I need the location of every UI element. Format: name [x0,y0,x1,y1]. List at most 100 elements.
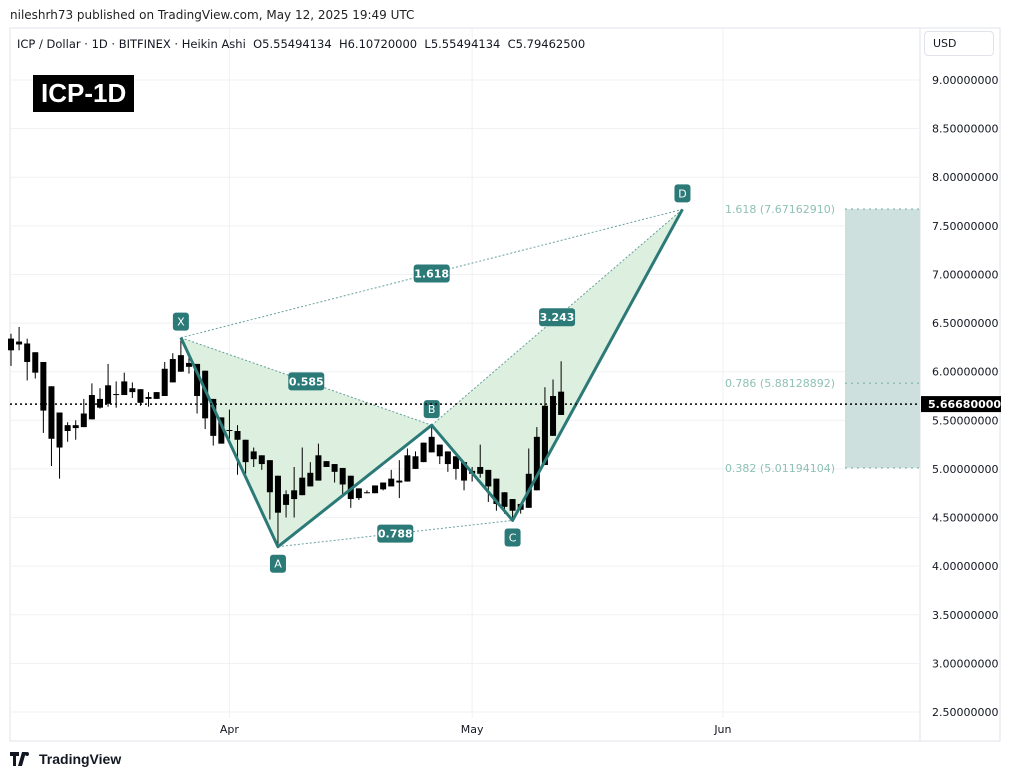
candle-body [493,478,500,504]
candle-body [558,391,565,415]
candle-body [372,485,379,494]
candle-body [485,469,492,487]
tradingview-logo[interactable]: TradingView [10,751,121,767]
candle-body [169,359,176,383]
candle [202,370,209,430]
publish-info: nileshrh73 published on TradingView.com,… [10,8,415,22]
y-tick-label: 7.50000000 [932,220,998,233]
ratio-label-box [288,372,325,391]
candle-body [16,341,23,345]
candle-body [420,442,427,463]
candle-body [436,444,443,457]
candle-body [121,381,128,396]
candle [404,448,411,482]
candle [88,383,95,420]
candle-body [250,451,257,460]
y-tick-label: 8.00000000 [932,171,998,184]
candle-body [501,492,508,507]
candle-body [541,405,548,466]
pattern-point-label: A [274,558,282,571]
candle-body [323,461,330,467]
candle [129,382,136,398]
candle-body [153,392,160,399]
candle-body [80,413,87,428]
candle [372,485,379,494]
candle-body [412,456,419,469]
candle-body [307,472,314,487]
candle-body [315,455,322,481]
x-tick-label: Jun [713,723,731,736]
candle [436,444,443,465]
candle [258,455,265,470]
candle [444,451,451,472]
candle [477,444,484,478]
candle [80,398,87,428]
fib-level-label: 1.618 (7.67162910) [725,203,835,216]
candle-body [56,412,63,448]
candle-body [113,394,120,396]
candle [509,499,516,521]
candle-body [258,455,265,465]
ratio-line-AC [277,519,513,548]
candle [307,462,314,487]
candle-body [64,425,71,432]
candle-body [404,455,411,482]
candle-body [363,492,370,494]
candle-body [331,464,338,472]
candle-body [355,488,362,499]
y-tick-label: 6.00000000 [932,366,998,379]
candle [56,412,63,479]
candle-body [444,451,451,465]
candle [299,447,306,496]
candle [283,490,290,518]
candle-body [226,430,233,432]
last-price-label: 5.66680000 [928,398,1001,411]
chart-frame [9,27,1001,742]
candle-body [509,499,516,511]
pattern-point-label: C [509,531,517,544]
candle-body [234,431,241,440]
candle [323,461,330,467]
ratio-label-box [413,264,450,283]
candle [533,427,540,491]
candle [64,422,71,442]
candle [388,469,395,487]
pattern-point-label: X [177,316,185,329]
candle [169,353,176,383]
candle [137,389,144,406]
candle [234,425,241,475]
candle-body [533,436,540,491]
ratio-label-box [539,308,576,327]
pattern-point-box-X [172,312,189,331]
candle-body [266,460,273,493]
pattern-point-label: D [678,187,686,200]
last-price-badge [921,396,1001,413]
pattern-point-label: B [428,403,436,416]
candle-body [161,368,168,396]
y-tick-label: 4.50000000 [932,512,998,525]
candle-body [185,362,192,367]
candle-body [24,343,31,362]
candle [541,387,548,466]
candle-body [210,398,217,436]
ratio-label: 3.243 [540,311,575,324]
candle-body [8,338,14,351]
candle [363,490,370,494]
candle-body [72,425,79,429]
candle [113,381,120,408]
candle [121,372,128,396]
y-tick-label: 2.50000000 [932,706,998,719]
symbol-legend: ICP / Dollar · 1D · BITFINEX · Heikin As… [17,37,586,51]
candle [161,361,168,396]
currency-button[interactable]: USD [924,31,994,56]
candle [420,442,427,463]
candle [8,333,14,366]
y-tick-label: 9.00000000 [932,74,998,87]
y-tick-label: 4.00000000 [932,560,998,573]
candle [380,482,387,491]
pattern-fill-bcd [431,209,683,521]
candle [315,443,322,481]
candle [72,420,79,440]
y-tick-label: 3.00000000 [932,657,998,670]
